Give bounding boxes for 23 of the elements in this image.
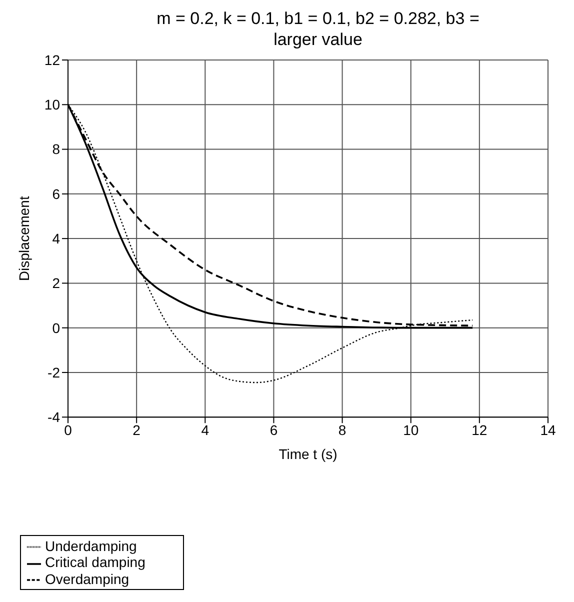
x-axis-title: Time t (s): [278, 446, 338, 462]
x-tick-label: 0: [64, 422, 72, 438]
y-tick-label: 12: [44, 52, 60, 68]
y-tick-label: 6: [52, 186, 60, 202]
x-tick-label: 2: [132, 422, 141, 438]
x-tick-label: 12: [472, 422, 488, 438]
legend-label: Critical damping: [45, 554, 146, 570]
y-tick-label: -4: [48, 409, 60, 426]
x-tick-label: 8: [338, 422, 346, 438]
y-axis-title: Displacement: [16, 196, 32, 281]
x-tick-label: 6: [270, 422, 278, 438]
legend-label: Underdamping: [45, 538, 137, 554]
legend-label: Overdamping: [45, 570, 130, 587]
x-tick-label: 14: [540, 422, 556, 438]
y-tick-label: 10: [44, 96, 60, 113]
y-tick-label: 4: [52, 230, 60, 247]
chart-title: m = 0.2, k = 0.1, b1 = 0.1, b2 = 0.282, b3 = larger value: [156, 8, 480, 50]
y-tick-label: -2: [48, 364, 60, 380]
y-tick-label: 0: [52, 320, 60, 336]
x-tick-label: 4: [201, 422, 210, 438]
y-tick-label: 2: [52, 275, 60, 292]
x-tick-label: 10: [403, 422, 419, 438]
y-tick-label: 8: [52, 141, 60, 158]
